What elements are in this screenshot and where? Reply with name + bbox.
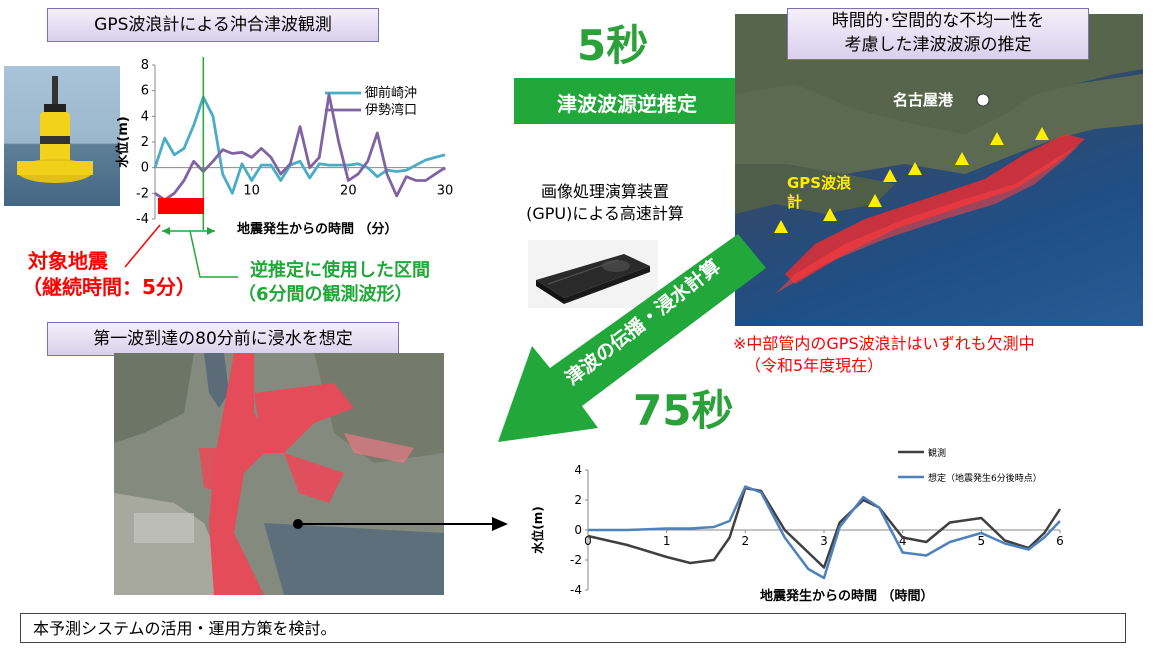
legend-label-1: 御前崎沖 bbox=[365, 85, 417, 101]
gpu-line1: 画像処理演算装置 bbox=[540, 182, 669, 201]
target-pointer-line bbox=[124, 224, 161, 268]
y-tick-label: -2 bbox=[136, 186, 149, 201]
x-tick-label: 5 bbox=[978, 534, 986, 548]
y-tick-label: -4 bbox=[570, 583, 582, 597]
x-tick-label: 20 bbox=[340, 184, 357, 199]
map-to-chart-arrow bbox=[293, 517, 508, 531]
x-tick-label: 6 bbox=[1056, 534, 1064, 548]
bottom-note-text: 本予測システムの活用・運用方策を検討。 bbox=[33, 619, 337, 638]
source-title-line2: 考慮した津波波源の推定 bbox=[844, 35, 1032, 55]
propagation-arrow bbox=[498, 234, 766, 442]
map-gps-line2: 計 bbox=[787, 193, 803, 211]
inundation-title: 第一波到達の80分前に浸水を想定 bbox=[47, 322, 399, 356]
y-tick-label: 4 bbox=[574, 463, 582, 477]
x-tick-label: 10 bbox=[243, 184, 260, 199]
y-tick-label: 6 bbox=[141, 84, 149, 99]
target-eq-line1: 対象地震 bbox=[28, 249, 108, 273]
inundation-aerial-map bbox=[114, 353, 444, 595]
inverse-estimation-arrow bbox=[514, 58, 804, 144]
y-axis-label: 水位(m) bbox=[530, 506, 545, 553]
bottom-note-box: 本予測システムの活用・運用方策を検討。 bbox=[20, 613, 1126, 643]
y-tick-label: 2 bbox=[141, 135, 149, 150]
interval-arrows bbox=[124, 224, 238, 278]
time-75s: 75秒 bbox=[633, 386, 734, 435]
interval-label: 逆推定に使用した区間 （6分間の観測波形） bbox=[238, 259, 430, 307]
x-tick-label: 3 bbox=[820, 534, 828, 548]
map-gps-label: GPS波浪 計 bbox=[787, 174, 851, 212]
y-tick-label: 0 bbox=[141, 161, 149, 176]
gps-observation-title: GPS波浪計による沖合津波観測 bbox=[47, 8, 379, 42]
gpu-card-image bbox=[528, 240, 658, 308]
x-tick-label: 4 bbox=[899, 534, 907, 548]
tsunami-source-title: 時間的･空間的な不均一性を 考慮した津波波源の推定 bbox=[787, 8, 1089, 60]
y-tick-label: 4 bbox=[141, 109, 149, 124]
series-line-2 bbox=[588, 485, 1061, 580]
tsunami-source-map: 名古屋港 GPS波浪 計 bbox=[735, 14, 1143, 326]
missing-note-line1: ※中部管内のGPS波浪計はいずれも欠測中 bbox=[733, 334, 1035, 353]
y-tick-label: -4 bbox=[136, 212, 149, 227]
y-axis-label: 水位(m) bbox=[115, 116, 131, 167]
target-earthquake-label: 対象地震 （継続時間：5分） bbox=[22, 248, 196, 300]
legend-label-1: 観測 bbox=[928, 447, 946, 459]
y-tick-label: 8 bbox=[141, 58, 149, 73]
target-eq-line2: （継続時間：5分） bbox=[22, 275, 196, 299]
gpu-line2: (GPU)による高速計算 bbox=[526, 204, 684, 223]
legend-label-2: 伊勢湾口 bbox=[365, 102, 417, 118]
y-tick-label: 2 bbox=[574, 493, 582, 507]
interval-line2: （6分間の観測波形） bbox=[238, 284, 413, 305]
gpu-caption: 画像処理演算装置 (GPU)による高速計算 bbox=[505, 181, 705, 225]
gps-missing-note: ※中部管内のGPS波浪計はいずれも欠測中 （令和5年度現在） bbox=[733, 333, 1035, 377]
x-tick-label: 1 bbox=[663, 534, 671, 548]
inverse-estimation-label: 津波波源逆推定 bbox=[557, 92, 697, 116]
time-5s: 5秒 bbox=[577, 21, 649, 70]
missing-note-line2: （令和5年度現在） bbox=[745, 356, 884, 375]
x-tick-label: 0 bbox=[584, 534, 592, 548]
buoy-icon bbox=[17, 76, 93, 183]
y-tick-label: 0 bbox=[574, 523, 582, 537]
x-tick-label: 2 bbox=[742, 534, 750, 548]
interval-line1: 逆推定に使用した区間 bbox=[250, 260, 430, 281]
legend-label-2: 想定（地震発生6分後時点） bbox=[928, 472, 1042, 484]
series-line-1 bbox=[587, 486, 1062, 569]
interval-pointer-line bbox=[189, 230, 238, 278]
x-tick-label: 30 bbox=[437, 184, 454, 199]
chart2-xlabel: 地震発生からの時間 （時間） bbox=[760, 589, 934, 604]
chart1-xlabel: 地震発生からの時間 （分） bbox=[237, 222, 398, 237]
target-earthquake-bar bbox=[158, 198, 204, 214]
y-tick-label: -2 bbox=[570, 553, 582, 567]
map-gps-line1: GPS波浪 bbox=[787, 174, 852, 192]
buoy-photo bbox=[4, 66, 120, 206]
source-title-line1: 時間的･空間的な不均一性を bbox=[831, 11, 1045, 31]
nagoya-port-label: 名古屋港 bbox=[893, 91, 954, 109]
